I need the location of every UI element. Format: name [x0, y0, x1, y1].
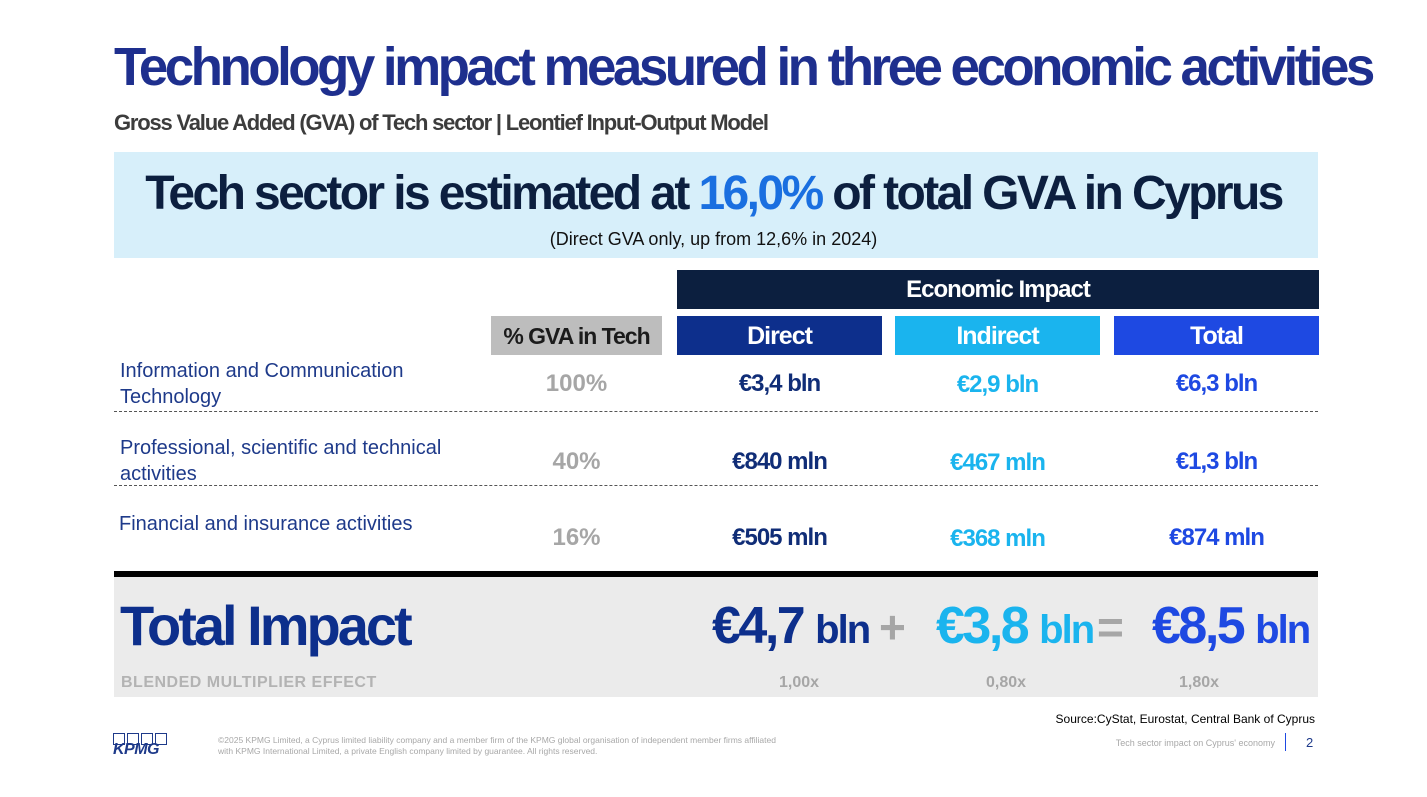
footer-divider [1285, 733, 1286, 751]
banner-headline-after: of total GVA in Cyprus [821, 167, 1284, 220]
total-total-unit: bln [1255, 608, 1311, 652]
total-indirect-amount: €3,8 [936, 597, 1030, 655]
cell-direct-ict: €3,4 bln [738, 370, 821, 397]
cell-direct-financial: €505 mln [732, 524, 828, 551]
column-header-direct: Direct [677, 316, 882, 355]
multiplier-direct: 1,00x [778, 674, 820, 691]
footer-document-title: Tech sector impact on Cyprus' economy [1115, 738, 1275, 748]
page-title: Technology impact measured in three econ… [114, 37, 1375, 97]
total-direct-value: €4,7 bln [712, 596, 871, 656]
banner-headline-before: Tech sector is estimated at [145, 167, 699, 220]
blended-multiplier-label: BLENDED MULTIPLIER EFFECT [121, 674, 377, 691]
headline-banner [114, 152, 1318, 258]
cell-gva-professional: 40% [552, 448, 601, 475]
multiplier-total: 1,80x [1178, 674, 1220, 691]
cell-indirect-ict: €2,9 bln [956, 371, 1039, 398]
kpmg-logo-text: KPMG [113, 741, 160, 758]
page-number: 2 [1306, 735, 1314, 750]
total-total-value: €8,5 bln [1152, 596, 1311, 656]
total-direct-amount: €4,7 [712, 597, 806, 655]
column-header-total: Total [1114, 316, 1319, 355]
table-bottom-rule [114, 571, 1318, 577]
total-total-amount: €8,5 [1152, 597, 1246, 655]
cell-total-professional: €1,3 bln [1175, 448, 1258, 475]
page-subtitle: Gross Value Added (GVA) of Tech sector |… [114, 110, 769, 135]
row-label-professional: Professional, scientific and technical a… [120, 437, 442, 485]
total-impact-panel [114, 577, 1318, 697]
source-note: Source:CyStat, Eurostat, Central Bank of… [1055, 712, 1315, 726]
banner-headline-highlight: 16,0% [698, 167, 824, 220]
total-indirect-unit: bln [1039, 608, 1095, 652]
cell-gva-ict: 100% [545, 370, 608, 397]
column-header-indirect: Indirect [895, 316, 1100, 355]
row-label-financial: Financial and insurance activities [119, 513, 413, 535]
cell-indirect-financial: €368 mln [950, 525, 1046, 552]
equals-operator: = [1097, 601, 1124, 653]
banner-headline: Tech sector is estimated at 16,0% of tot… [0, 166, 1427, 221]
total-direct-unit: bln [815, 608, 871, 652]
cell-gva-financial: 16% [552, 524, 601, 551]
multiplier-indirect: 0,80x [985, 674, 1027, 691]
cell-total-financial: €874 mln [1169, 524, 1265, 551]
economic-impact-header: Economic Impact [677, 270, 1319, 309]
row-divider [114, 411, 1318, 412]
total-indirect-value: €3,8 bln [936, 596, 1095, 656]
cell-total-ict: €6,3 bln [1175, 370, 1258, 397]
kpmg-logo: KPMG [113, 733, 173, 759]
row-divider [114, 485, 1318, 486]
cell-indirect-professional: €467 mln [950, 449, 1046, 476]
column-header-gva: % GVA in Tech [491, 316, 662, 355]
total-impact-title: Total Impact [120, 594, 413, 657]
banner-note: (Direct GVA only, up from 12,6% in 2024) [549, 229, 878, 249]
copyright-notice: ©2025 KPMG Limited, a Cyprus limited lia… [218, 735, 776, 756]
kpmg-logo-boxes [113, 733, 173, 745]
row-label-ict: Information and Communication Technology [120, 360, 404, 408]
cell-direct-professional: €840 mln [732, 448, 828, 475]
plus-operator: + [879, 601, 906, 653]
